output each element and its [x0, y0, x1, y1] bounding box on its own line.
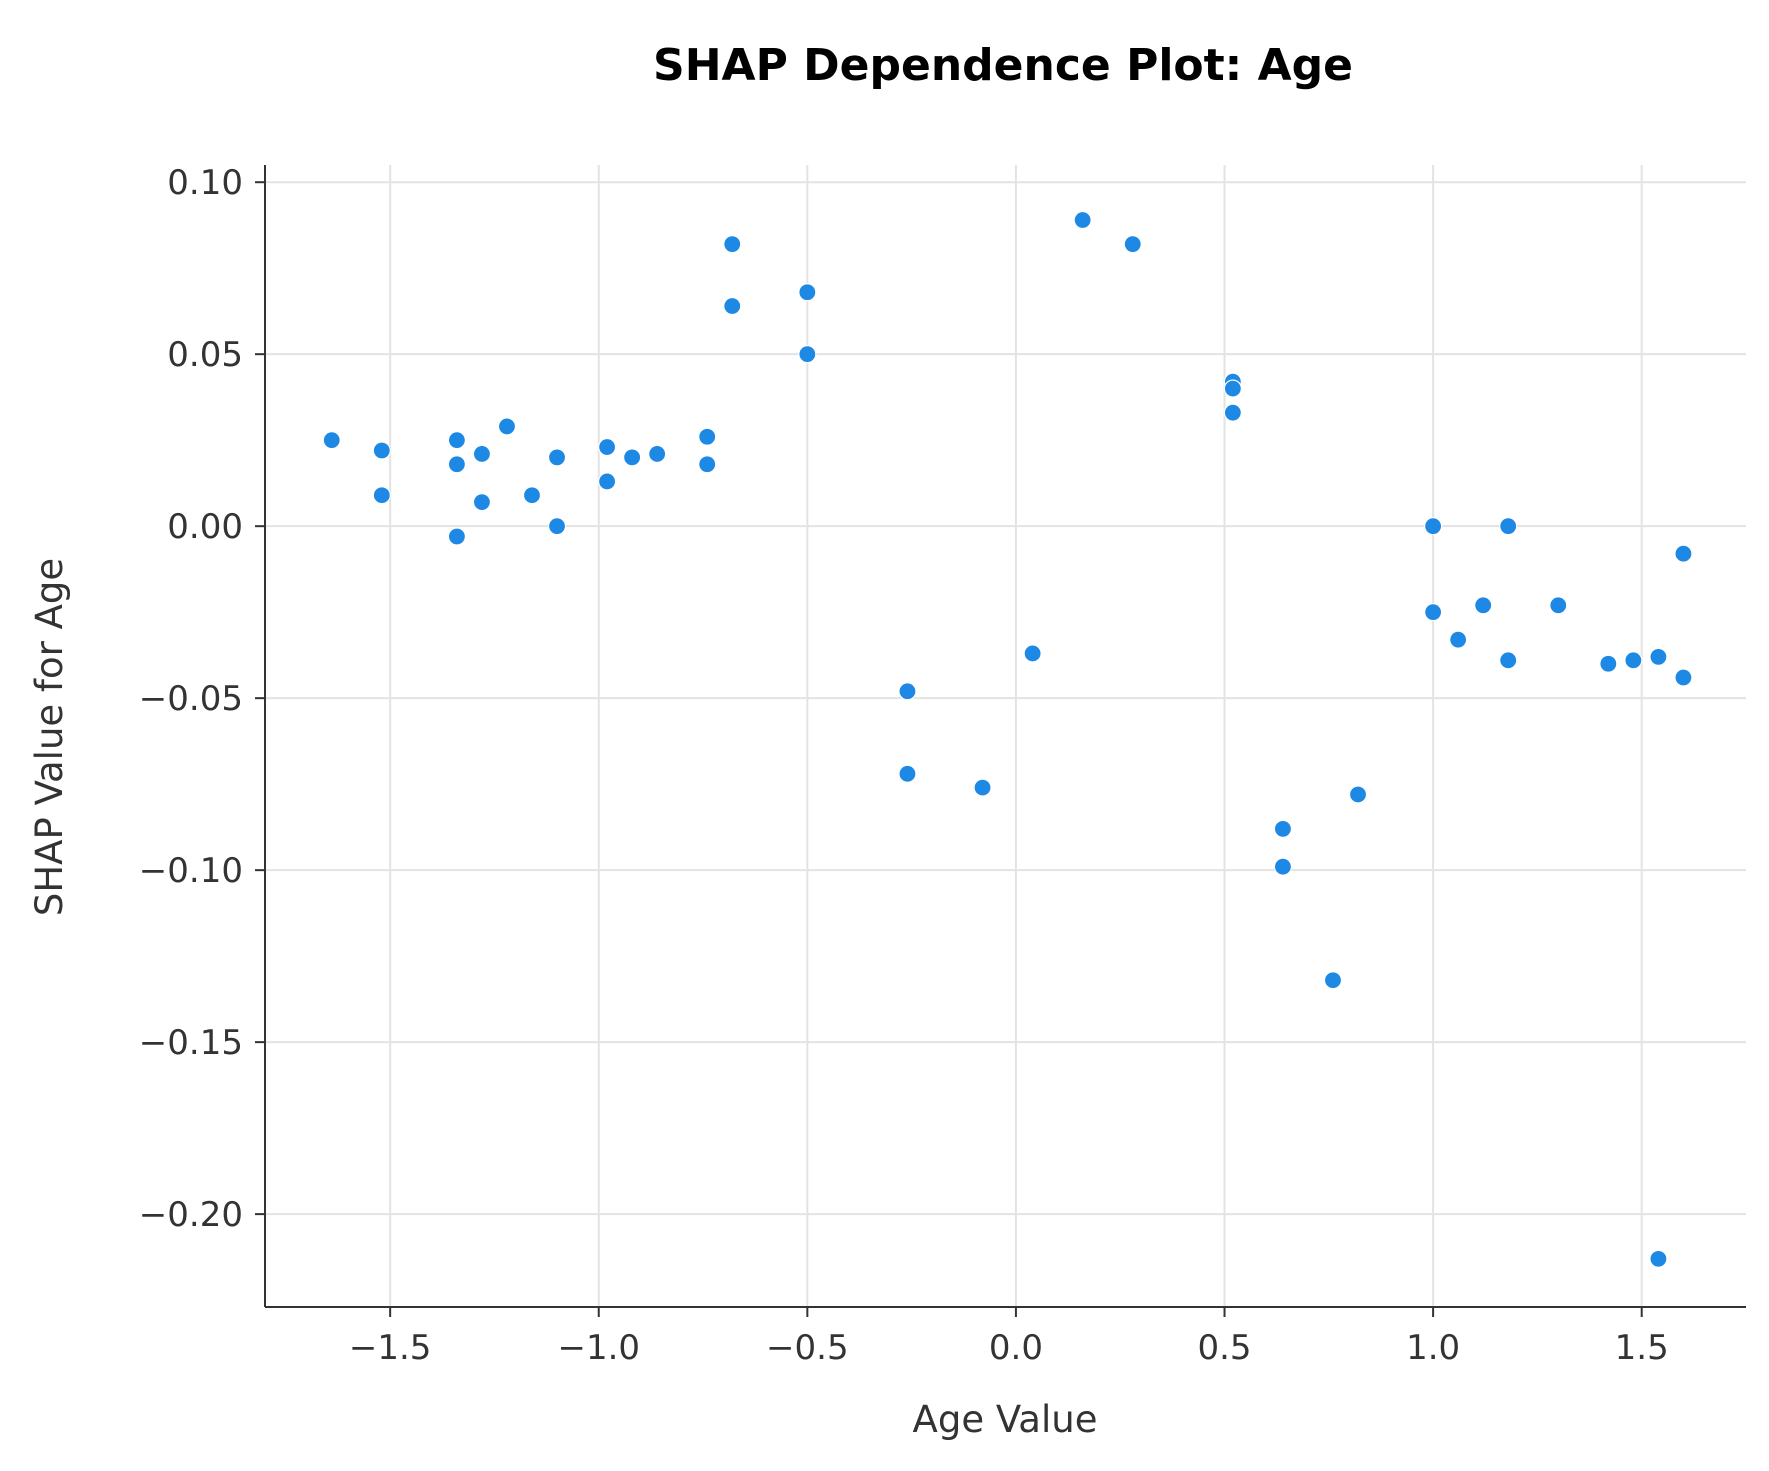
- data-point: [1424, 603, 1443, 622]
- data-point: [372, 486, 391, 505]
- data-point: [547, 517, 567, 536]
- data-point: [798, 345, 817, 364]
- data-point: [472, 492, 492, 512]
- data-point: [1073, 210, 1092, 230]
- y-tick-label: 0.10: [167, 163, 243, 203]
- data-point: [1549, 596, 1568, 615]
- data-point: [1674, 668, 1693, 687]
- x-tick-label: −0.5: [766, 1328, 849, 1368]
- x-axis-label: Age Value: [913, 1398, 1098, 1441]
- y-tick-label: 0.05: [167, 335, 243, 375]
- x-tick-label: 0.0: [989, 1328, 1043, 1368]
- data-point: [1348, 785, 1368, 804]
- data-point: [1624, 651, 1643, 670]
- data-point: [1499, 651, 1518, 670]
- data-point: [522, 486, 542, 505]
- data-point: [447, 431, 467, 450]
- data-point: [372, 441, 391, 460]
- data-point: [1649, 647, 1668, 666]
- x-axis-ticks: −1.5 −1.0 −0.5 0.0 0.5 1.0 1.5: [349, 1307, 1669, 1368]
- data-point: [648, 444, 667, 464]
- data-point: [547, 448, 567, 467]
- data-point: [1499, 517, 1518, 536]
- data-point: [973, 778, 992, 797]
- x-tick-label: 1.0: [1406, 1328, 1460, 1368]
- data-point: [898, 682, 917, 701]
- y-tick-label: −0.15: [139, 1023, 243, 1063]
- chart-title: SHAP Dependence Plot: Age: [653, 40, 1353, 91]
- data-point: [1599, 654, 1618, 673]
- data-point: [1223, 403, 1242, 422]
- x-tick-label: 1.5: [1615, 1328, 1669, 1368]
- x-tick-label: −1.5: [349, 1328, 432, 1368]
- data-point: [472, 444, 492, 464]
- data-point: [447, 455, 467, 474]
- data-point: [698, 427, 717, 446]
- data-point: [1674, 544, 1693, 563]
- x-tick-label: 0.5: [1197, 1328, 1251, 1368]
- data-point: [1449, 630, 1468, 649]
- y-tick-label: −0.20: [139, 1195, 243, 1235]
- data-point: [1424, 517, 1443, 536]
- data-point: [623, 448, 642, 467]
- data-point: [723, 235, 742, 254]
- data-point: [723, 296, 742, 316]
- data-point: [1323, 971, 1343, 990]
- data-point: [798, 283, 817, 302]
- data-point: [1223, 379, 1242, 398]
- y-axis-label: SHAP Value for Age: [28, 558, 71, 916]
- data-point: [322, 431, 341, 450]
- y-tick-label: −0.05: [139, 679, 243, 719]
- data-points: [322, 210, 1693, 1268]
- data-point: [698, 455, 717, 474]
- data-point: [898, 764, 917, 783]
- data-point: [447, 527, 467, 546]
- y-tick-label: −0.10: [139, 851, 243, 891]
- data-point: [597, 437, 617, 457]
- data-point: [1023, 644, 1042, 663]
- data-point: [1474, 596, 1493, 615]
- y-tick-label: 0.00: [167, 507, 243, 547]
- y-axis-ticks: 0.10 0.05 0.00 −0.05 −0.10 −0.15 −0.20: [139, 163, 265, 1235]
- data-point: [1649, 1249, 1668, 1268]
- data-point: [597, 472, 617, 491]
- data-point: [1273, 819, 1293, 838]
- axis-spines: [264, 165, 1746, 1308]
- data-point: [497, 417, 517, 436]
- x-tick-label: −1.0: [557, 1328, 640, 1368]
- data-point: [1123, 235, 1142, 254]
- grid-lines: [265, 165, 1746, 1307]
- data-point: [1273, 857, 1293, 876]
